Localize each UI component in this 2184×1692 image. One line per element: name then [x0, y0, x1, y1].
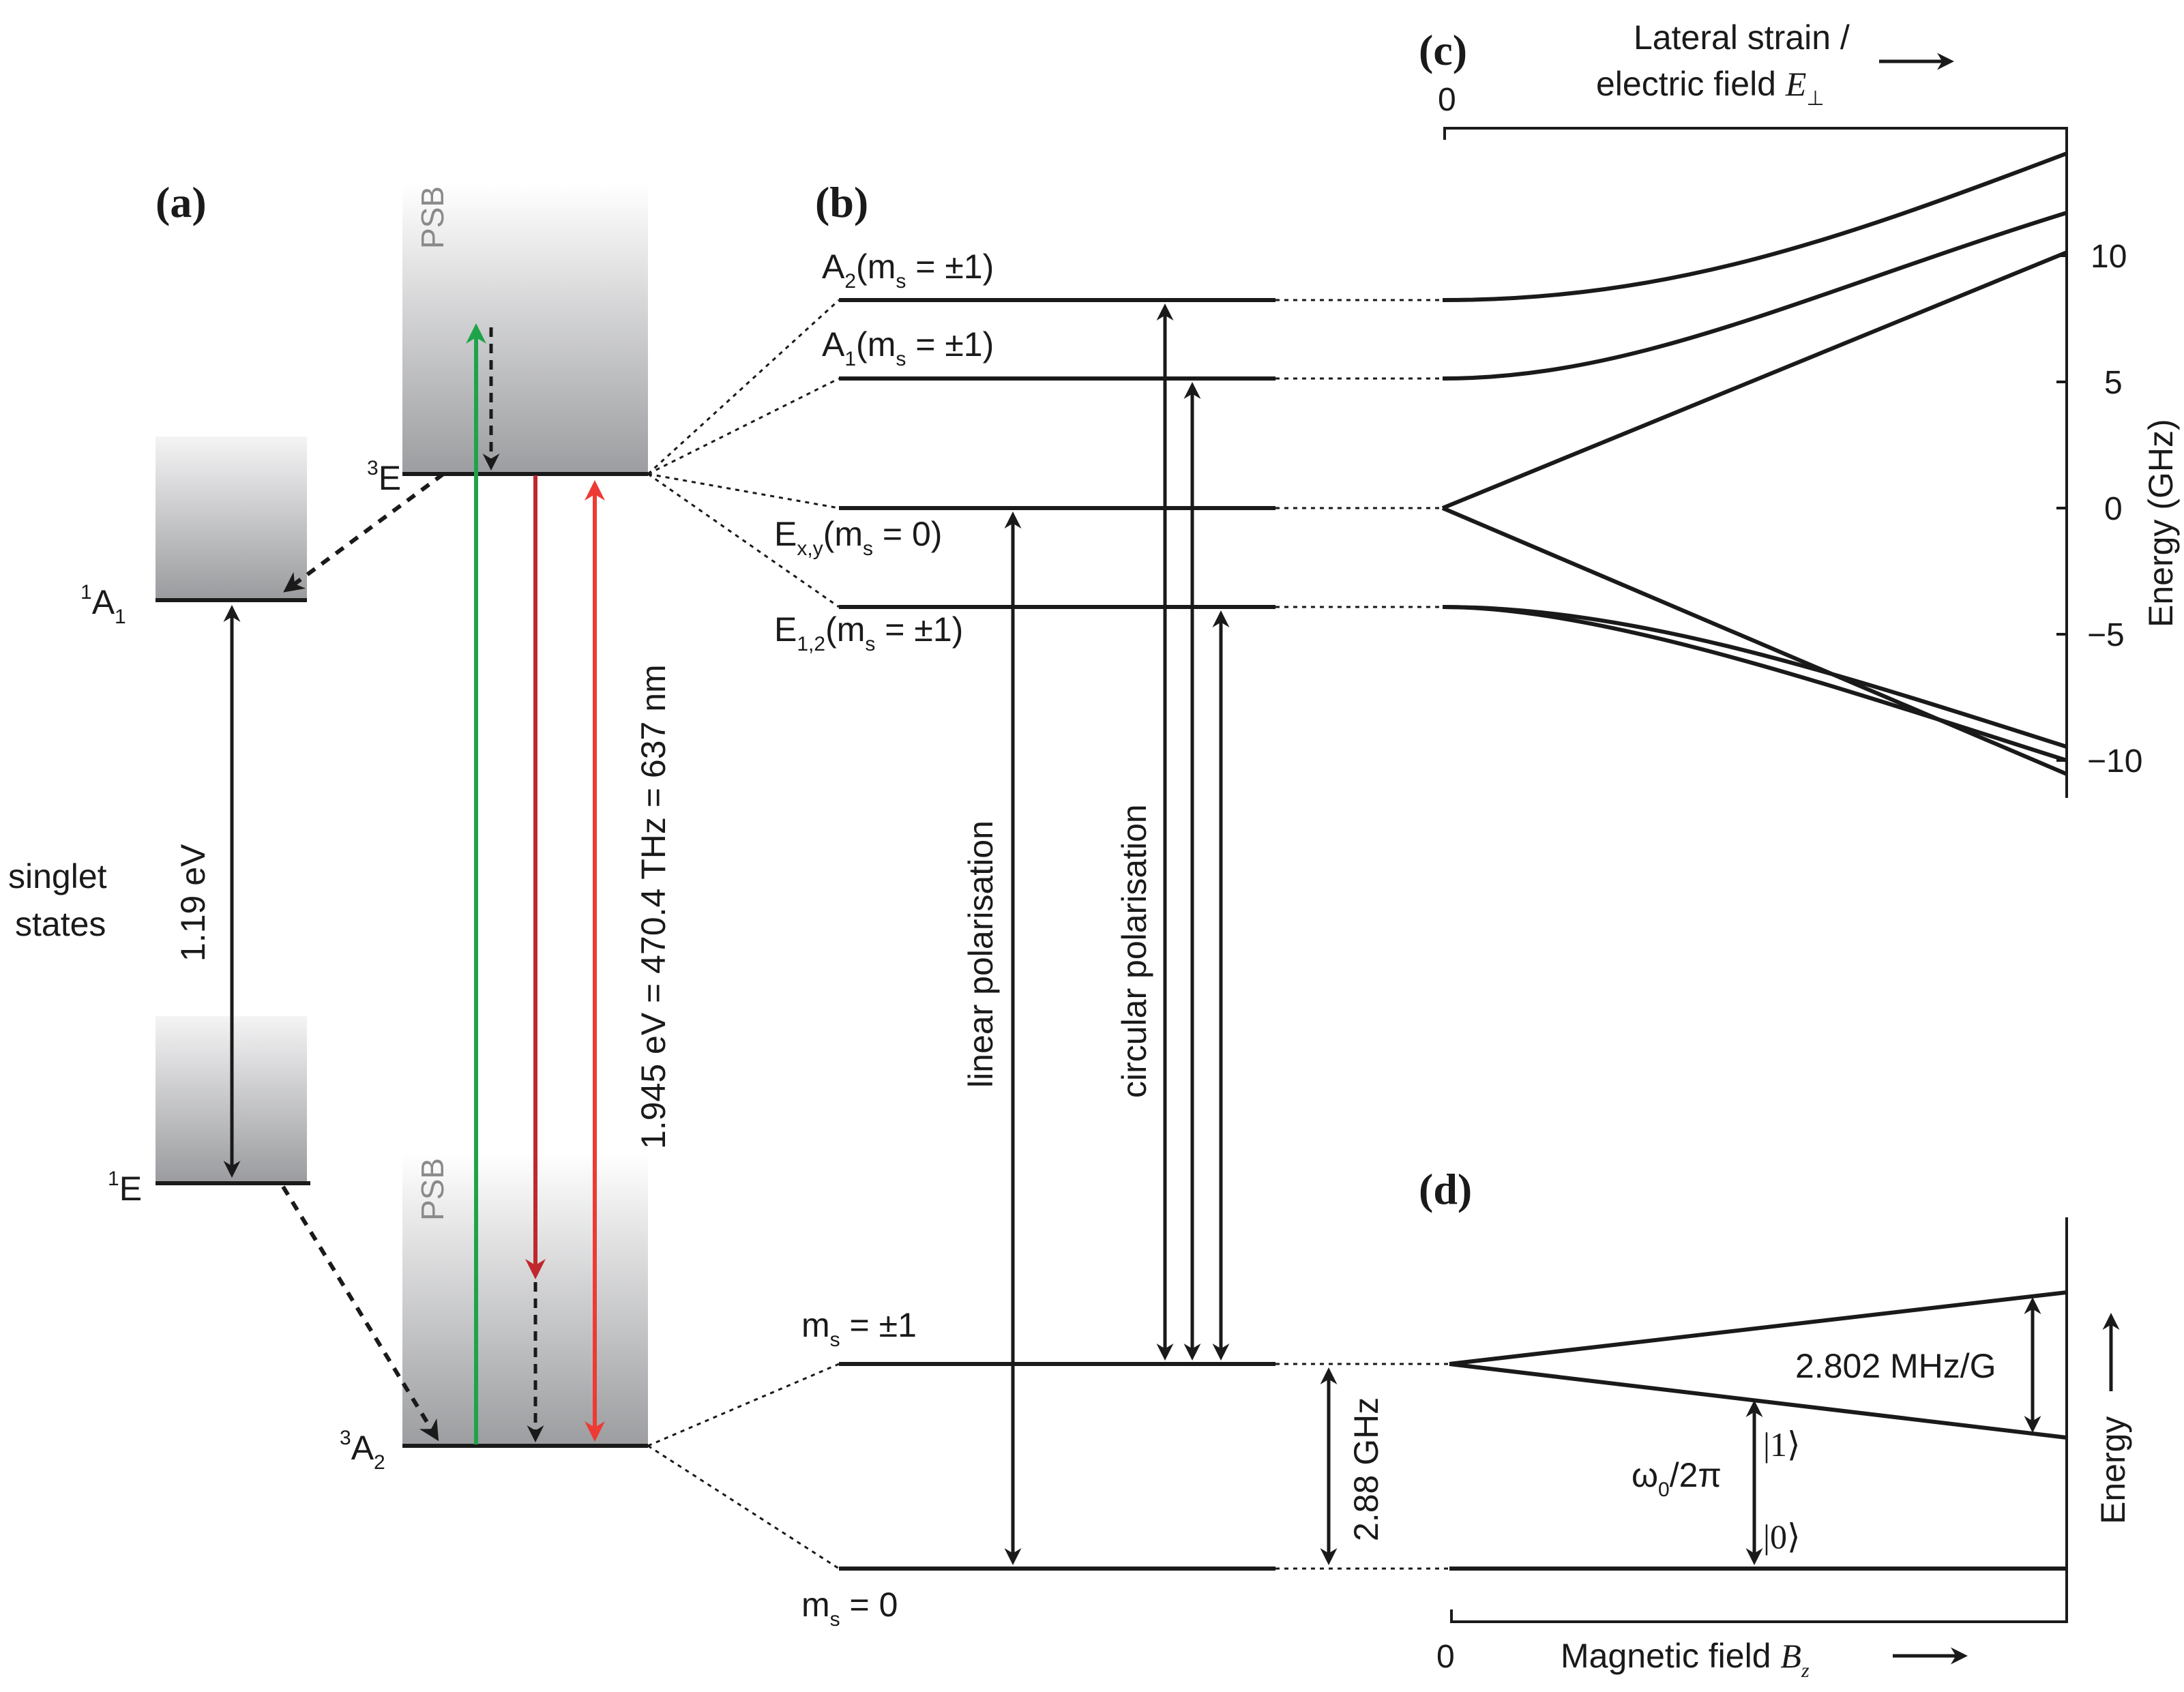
panel-c-ylabel: Energy (GHz)	[2142, 419, 2180, 627]
curve-e12-upper	[1442, 605, 2067, 749]
linear-polarisation-label: linear polarisation	[962, 820, 1000, 1088]
ytick-label-10: 10	[2091, 239, 2127, 275]
curve-exy-lower	[1441, 506, 2068, 776]
label-a1: A1(ms = ±1)	[822, 325, 994, 370]
panel-c: (c) Lateral strain / electric field E⊥ 0…	[1419, 18, 2180, 798]
singlet-label-line2: states	[15, 905, 106, 943]
label-ms0: ms = 0	[801, 1586, 898, 1631]
zfs-label: 2.88 GHz	[1347, 1397, 1385, 1541]
panel-c-x-zero: 0	[1438, 82, 1456, 118]
label-3a2: 3A2	[340, 1427, 385, 1474]
ytick-label-5: 5	[2104, 365, 2123, 401]
ytick-label-0: 0	[2104, 491, 2123, 527]
panel-d-ylabel: Energy	[2094, 1416, 2132, 1524]
panel-c-xlabel-line2: electric field E⊥	[1596, 65, 1825, 110]
curve-e12-lower	[1442, 605, 2067, 762]
panel-b-label: (b)	[815, 178, 868, 226]
panel-d-xlabel: Magnetic field Bz	[1561, 1637, 1810, 1682]
ytick-label-m10: −10	[2087, 743, 2142, 780]
label-a2: A2(ms = ±1)	[822, 248, 994, 293]
curve-a1	[1442, 211, 2067, 381]
panel-d-axes	[1450, 1217, 2068, 1623]
fan-line-ms1	[647, 1363, 840, 1447]
panel-d-x-zero: 0	[1436, 1639, 1455, 1675]
label-exy: Ex,y(ms = 0)	[774, 515, 942, 560]
fan-line-e12	[647, 473, 840, 608]
panel-d: (d) 0 Magnetic field Bz Energy 2.802 MHz…	[1419, 1165, 2132, 1682]
fan-line-a1	[647, 377, 840, 475]
panel-d-label: (d)	[1419, 1165, 1472, 1213]
label-ms1: ms = ±1	[801, 1306, 917, 1351]
singlet-gap-label: 1.19 eV	[174, 844, 212, 962]
fan-line-a2	[647, 299, 840, 475]
isc-3e-to-1a1	[283, 472, 445, 593]
label-3e: 3E	[367, 457, 401, 497]
curve-a2	[1442, 151, 2068, 302]
upper-psb-band	[402, 184, 648, 474]
singlet-label-line1: singlet	[8, 857, 107, 895]
lower-psb-band	[402, 1153, 648, 1446]
panel-c-xlabel-line1: Lateral strain /	[1634, 18, 1850, 57]
slope-label: 2.802 MHz/G	[1795, 1347, 1996, 1385]
fan-line-exy	[647, 473, 840, 509]
label-e12: E1,2(ms = ±1)	[774, 610, 963, 655]
label-1a1: 1A1	[80, 581, 126, 628]
circular-polarisation-label: circular polarisation	[1115, 804, 1153, 1098]
panel-c-label: (c)	[1419, 26, 1467, 74]
ket-1-label: |1⟩	[1763, 1425, 1801, 1464]
panel-a-label: (a)	[156, 178, 207, 226]
isc-1e-to-3a2	[281, 1185, 439, 1442]
ytick-label-m5: −5	[2087, 617, 2125, 653]
fan-line-ms0	[647, 1444, 840, 1570]
curve-exy-upper	[1441, 250, 2068, 510]
ket-0-label: |0⟩	[1763, 1517, 1801, 1556]
label-1e: 1E	[108, 1168, 142, 1208]
singlet-1a1-band	[156, 436, 307, 600]
zpl-label: 1.945 eV = 470.4 THz = 637 nm	[634, 664, 673, 1149]
panel-b: (b) A2(ms = ±1) A1(ms = ±1) Ex,y(ms = 0)…	[774, 178, 1449, 1631]
psb-upper-label: PSB	[415, 186, 450, 249]
panel-a: (a) PSB PSB 3E 1A1 1E 3A2 singlet states…	[8, 178, 840, 1570]
panel-c-axes	[1443, 127, 2068, 798]
psb-lower-label: PSB	[415, 1158, 450, 1221]
omega-label: ω0/2π	[1632, 1456, 1722, 1501]
zeeman-upper	[1449, 1290, 2067, 1366]
